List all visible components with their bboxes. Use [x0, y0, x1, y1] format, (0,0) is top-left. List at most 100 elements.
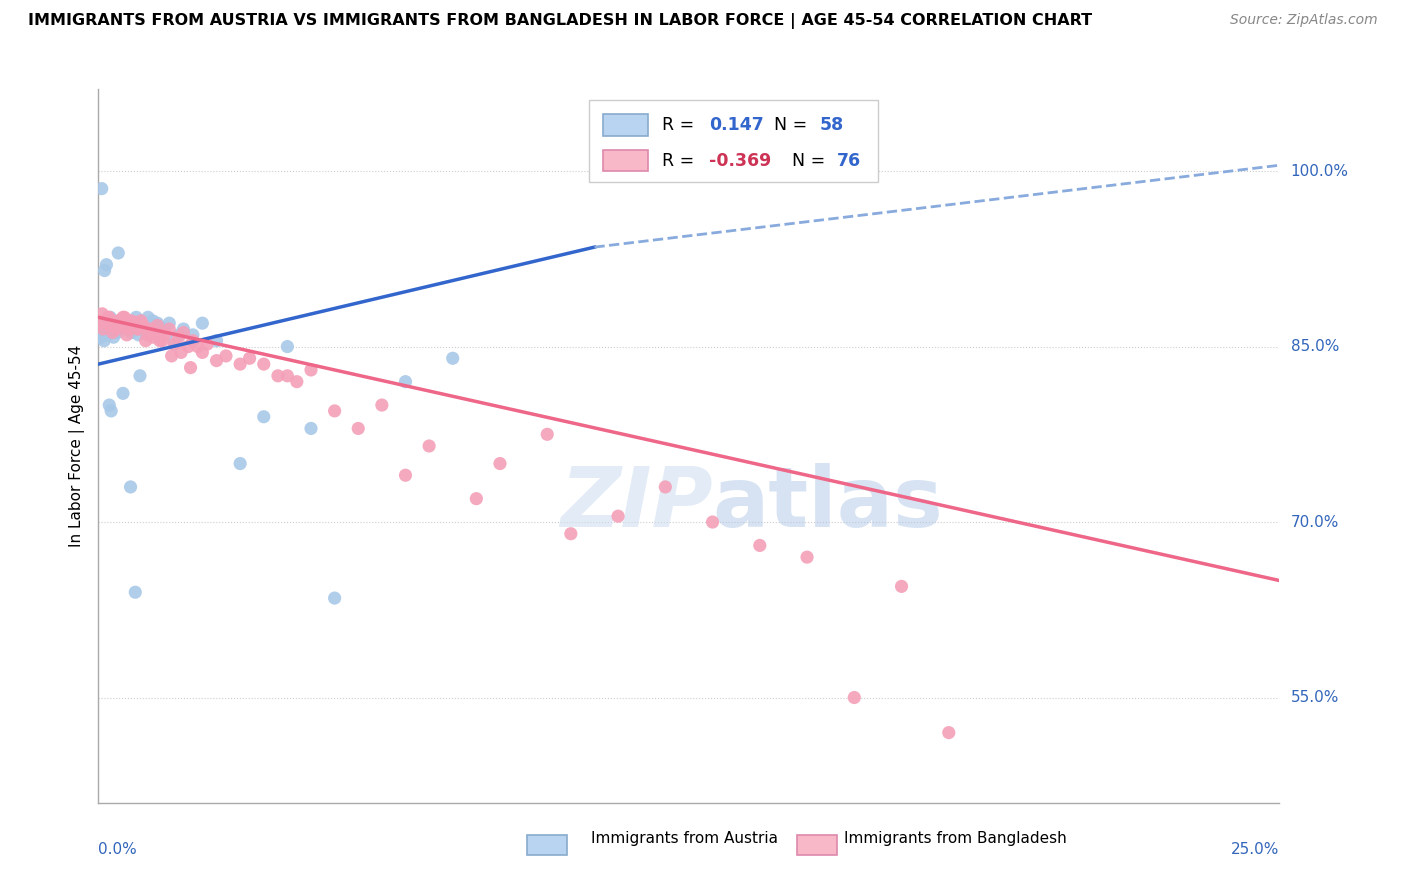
Point	[107, 314, 129, 328]
Text: 70.0%: 70.0%	[1291, 515, 1339, 530]
Text: atlas: atlas	[713, 463, 943, 543]
FancyBboxPatch shape	[527, 835, 567, 855]
Text: R =: R =	[662, 152, 700, 169]
Point	[205, 334, 228, 348]
Point	[172, 322, 194, 336]
Point	[93, 334, 115, 348]
Point	[100, 324, 122, 338]
Point	[105, 322, 128, 336]
Point	[101, 326, 124, 340]
Point	[125, 316, 148, 330]
Point	[120, 480, 142, 494]
Point	[267, 368, 290, 383]
Point	[347, 421, 370, 435]
Text: 85.0%: 85.0%	[1291, 339, 1339, 354]
Point	[105, 322, 128, 336]
Text: R =: R =	[662, 116, 700, 134]
Point	[418, 439, 440, 453]
Point	[276, 368, 298, 383]
Point	[394, 375, 416, 389]
Point	[104, 316, 127, 330]
Point	[91, 322, 114, 336]
Point	[276, 340, 298, 354]
Point	[177, 340, 200, 354]
Point	[98, 398, 121, 412]
Point	[607, 509, 630, 524]
Point	[101, 318, 124, 333]
Point	[124, 585, 146, 599]
Point	[938, 725, 960, 739]
Point	[394, 468, 416, 483]
Text: -0.369: -0.369	[709, 152, 772, 169]
Point	[111, 310, 134, 325]
Y-axis label: In Labor Force | Age 45-54: In Labor Force | Age 45-54	[69, 345, 84, 547]
Point	[229, 357, 252, 371]
Point	[121, 314, 143, 328]
Point	[796, 550, 818, 565]
Point	[97, 327, 120, 342]
Point	[111, 318, 134, 333]
Point	[91, 307, 114, 321]
Point	[205, 353, 228, 368]
Point	[136, 327, 159, 342]
Point	[136, 310, 159, 325]
Point	[157, 316, 180, 330]
Point	[299, 421, 322, 435]
Text: IMMIGRANTS FROM AUSTRIA VS IMMIGRANTS FROM BANGLADESH IN LABOR FORCE | AGE 45-54: IMMIGRANTS FROM AUSTRIA VS IMMIGRANTS FR…	[28, 13, 1092, 29]
Point	[135, 326, 157, 340]
Point	[129, 368, 152, 383]
Point	[191, 316, 214, 330]
Point	[132, 316, 155, 330]
Point	[108, 314, 131, 328]
Point	[103, 330, 125, 344]
Point	[108, 316, 131, 330]
Point	[465, 491, 488, 506]
Text: Immigrants from Austria: Immigrants from Austria	[591, 831, 778, 846]
FancyBboxPatch shape	[603, 150, 648, 171]
Point	[105, 326, 128, 340]
Point	[118, 322, 141, 336]
Text: 0.147: 0.147	[709, 116, 763, 134]
Point	[146, 318, 169, 333]
Point	[215, 349, 238, 363]
Point	[129, 314, 152, 328]
Point	[285, 375, 308, 389]
Point	[91, 326, 114, 340]
Point	[90, 330, 112, 344]
Point	[111, 386, 134, 401]
Point	[139, 318, 162, 333]
Point	[844, 690, 866, 705]
Point	[115, 322, 138, 336]
Point	[127, 322, 149, 336]
Point	[125, 310, 148, 325]
Text: 55.0%: 55.0%	[1291, 690, 1339, 705]
Point	[111, 318, 134, 333]
Point	[748, 538, 770, 552]
Point	[97, 322, 120, 336]
Point	[103, 316, 125, 330]
Point	[132, 318, 155, 333]
Point	[94, 314, 117, 328]
Point	[143, 326, 166, 340]
Point	[187, 340, 209, 354]
Point	[135, 334, 157, 348]
Point	[97, 310, 120, 325]
Point	[172, 326, 194, 340]
Point	[121, 316, 143, 330]
Point	[94, 318, 117, 333]
Point	[90, 181, 112, 195]
Point	[121, 326, 143, 340]
Text: 76: 76	[837, 152, 860, 169]
Point	[90, 316, 112, 330]
Text: 25.0%: 25.0%	[1232, 842, 1279, 856]
Point	[654, 480, 676, 494]
Point	[253, 409, 276, 424]
FancyBboxPatch shape	[589, 100, 877, 182]
Point	[93, 263, 115, 277]
Point	[149, 334, 172, 348]
Point	[170, 345, 193, 359]
Point	[181, 327, 204, 342]
Point	[107, 246, 129, 260]
Text: N =: N =	[782, 152, 831, 169]
Text: Source: ZipAtlas.com: Source: ZipAtlas.com	[1230, 13, 1378, 28]
